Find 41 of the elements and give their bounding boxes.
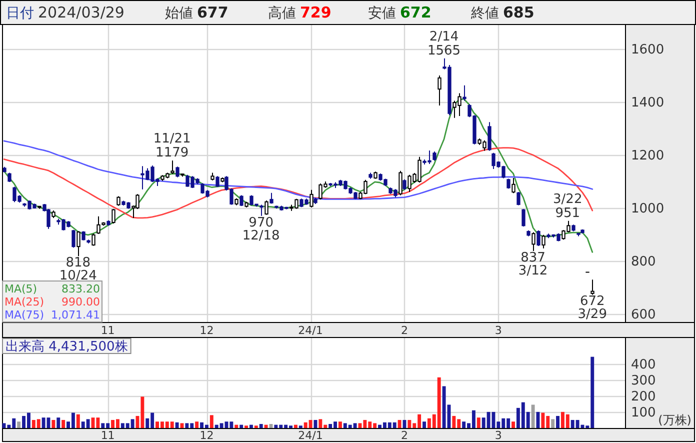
legend: MA(5) 833.20 MA(25) 990.00 MA(75) 1,071.41 bbox=[2, 280, 102, 322]
x-tick-label: 12 bbox=[200, 428, 214, 442]
text: 685 bbox=[503, 4, 534, 22]
annotation: 3/22 951 bbox=[553, 192, 582, 221]
y-tick-label: 300 bbox=[631, 373, 656, 388]
text: 729 bbox=[300, 4, 332, 22]
x-tick-label: 24/1 bbox=[298, 324, 323, 337]
y-axis-title: (万株) bbox=[658, 413, 692, 427]
x-tick-label: 2 bbox=[400, 428, 408, 442]
annotation: 833.20 bbox=[62, 282, 100, 296]
annotation: 672 3/29 bbox=[578, 294, 607, 322]
y-tick-label: 800 bbox=[631, 254, 656, 270]
x-tick-label: 11 bbox=[100, 324, 115, 337]
y-tick-label: 1000 bbox=[631, 202, 664, 217]
text: 始値 bbox=[165, 6, 193, 22]
x-tick-label: 3 bbox=[494, 428, 502, 442]
x-tick-label: 11 bbox=[100, 428, 115, 442]
y-tick-label: 600 bbox=[631, 307, 656, 322]
x-tick-label: 24/1 bbox=[298, 428, 323, 442]
y-tick-label: 1600 bbox=[631, 42, 664, 58]
text: 2024/03/29 bbox=[38, 4, 124, 22]
text: 終値 bbox=[470, 6, 499, 22]
text: 高値 bbox=[268, 6, 296, 22]
x-tick-label: 12 bbox=[200, 324, 214, 337]
y-tick-label: 1400 bbox=[631, 96, 664, 111]
text: 677 bbox=[197, 4, 228, 22]
annotation: 990.00 bbox=[62, 296, 100, 308]
y-tick-label: 400 bbox=[631, 357, 656, 372]
annotation: 1,071.41 bbox=[51, 308, 100, 322]
annotation: 970 12/18 bbox=[242, 215, 280, 244]
y-tick-label: 100 bbox=[631, 406, 656, 421]
y-tick-label: 200 bbox=[631, 389, 656, 404]
text: 672 bbox=[400, 4, 432, 22]
y-tick-label: 1200 bbox=[631, 148, 664, 164]
x-tick-label: 2 bbox=[400, 324, 408, 337]
text: 日付 bbox=[6, 6, 34, 22]
text: 安値 bbox=[368, 6, 396, 22]
annotation: 11/21 1179 bbox=[153, 132, 191, 161]
x-tick-label: 3 bbox=[494, 324, 502, 337]
annotation: 2/14 1565 bbox=[427, 29, 461, 58]
annotation: 837 3/12 bbox=[518, 250, 548, 279]
